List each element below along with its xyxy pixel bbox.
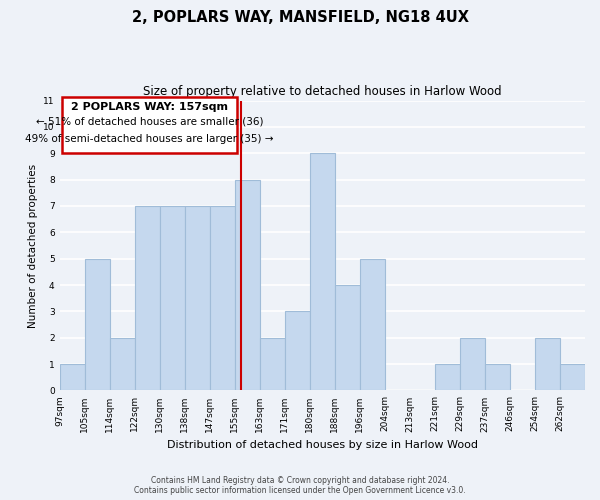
Bar bbox=[209, 206, 235, 390]
Bar bbox=[360, 258, 385, 390]
Bar bbox=[485, 364, 510, 390]
FancyBboxPatch shape bbox=[62, 96, 237, 154]
Bar bbox=[285, 312, 310, 390]
Bar bbox=[335, 285, 360, 391]
Bar bbox=[110, 338, 134, 390]
X-axis label: Distribution of detached houses by size in Harlow Wood: Distribution of detached houses by size … bbox=[167, 440, 478, 450]
Bar bbox=[185, 206, 209, 390]
Bar bbox=[435, 364, 460, 390]
Bar bbox=[260, 338, 285, 390]
Bar bbox=[160, 206, 185, 390]
Bar bbox=[310, 154, 335, 390]
Text: ← 51% of detached houses are smaller (36): ← 51% of detached houses are smaller (36… bbox=[36, 116, 263, 126]
Y-axis label: Number of detached properties: Number of detached properties bbox=[28, 164, 38, 328]
Text: Contains HM Land Registry data © Crown copyright and database right 2024.
Contai: Contains HM Land Registry data © Crown c… bbox=[134, 476, 466, 495]
Title: Size of property relative to detached houses in Harlow Wood: Size of property relative to detached ho… bbox=[143, 85, 502, 98]
Bar bbox=[460, 338, 485, 390]
Text: 49% of semi-detached houses are larger (35) →: 49% of semi-detached houses are larger (… bbox=[25, 134, 274, 144]
Bar bbox=[85, 258, 110, 390]
Bar bbox=[59, 364, 85, 390]
Bar bbox=[535, 338, 560, 390]
Text: 2, POPLARS WAY, MANSFIELD, NG18 4UX: 2, POPLARS WAY, MANSFIELD, NG18 4UX bbox=[131, 10, 469, 25]
Bar bbox=[134, 206, 160, 390]
Bar bbox=[235, 180, 260, 390]
Text: 2 POPLARS WAY: 157sqm: 2 POPLARS WAY: 157sqm bbox=[71, 102, 228, 112]
Bar bbox=[560, 364, 585, 390]
